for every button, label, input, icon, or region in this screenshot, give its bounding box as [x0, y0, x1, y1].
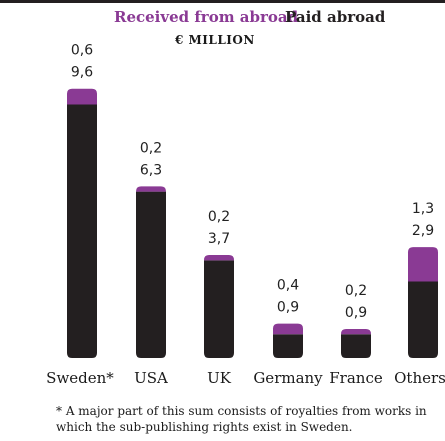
category-label-uk: UK [207, 369, 232, 387]
bar-paid-usa [136, 191, 166, 358]
bars-group [67, 88, 438, 358]
bar-received-germany [273, 323, 303, 335]
legend-paid: Paid abroad [285, 8, 386, 26]
category-label-sweden: Sweden* [46, 369, 114, 387]
bar-paid-uk [204, 260, 234, 358]
bar-received-others [408, 247, 438, 282]
top-rule [0, 0, 445, 3]
value-label-received-usa: 0,2 [140, 140, 162, 156]
value-label-paid-france: 0,9 [345, 305, 367, 321]
bar-received-france [341, 328, 371, 335]
value-label-paid-germany: 0,9 [277, 300, 299, 316]
labels-group: 9,6 0,6 Sweden* 6,3 0,2 USA 3,7 0,2 UK 0,9 0,4 Germ… [46, 43, 445, 387]
value-label-paid-uk: 3,7 [208, 231, 230, 247]
value-label-paid-sweden: 9,6 [71, 65, 93, 81]
value-label-paid-usa: 6,3 [140, 162, 162, 178]
category-label-germany: Germany [253, 369, 323, 387]
legend-received: Received from abroad [114, 8, 299, 26]
category-label-france: France [329, 369, 383, 387]
footnote: * A major part of this sum consists of r… [56, 404, 427, 434]
bar-received-usa [136, 186, 166, 192]
value-label-received-france: 0,2 [345, 283, 367, 299]
value-label-paid-others: 2,9 [412, 223, 434, 239]
bar-paid-france [341, 334, 371, 358]
value-label-received-germany: 0,4 [277, 278, 299, 294]
value-label-received-others: 1,3 [412, 201, 434, 217]
bar-received-uk [204, 255, 234, 261]
bar-paid-sweden [67, 104, 97, 358]
value-label-received-sweden: 0,6 [71, 43, 93, 59]
category-label-usa: USA [134, 369, 168, 387]
bar-paid-others [408, 281, 438, 358]
category-label-others: Others [394, 369, 445, 387]
bar-paid-germany [273, 334, 303, 358]
unit-label: € MILLION [174, 33, 255, 47]
bar-received-sweden [67, 88, 97, 105]
value-label-received-uk: 0,2 [208, 209, 230, 225]
